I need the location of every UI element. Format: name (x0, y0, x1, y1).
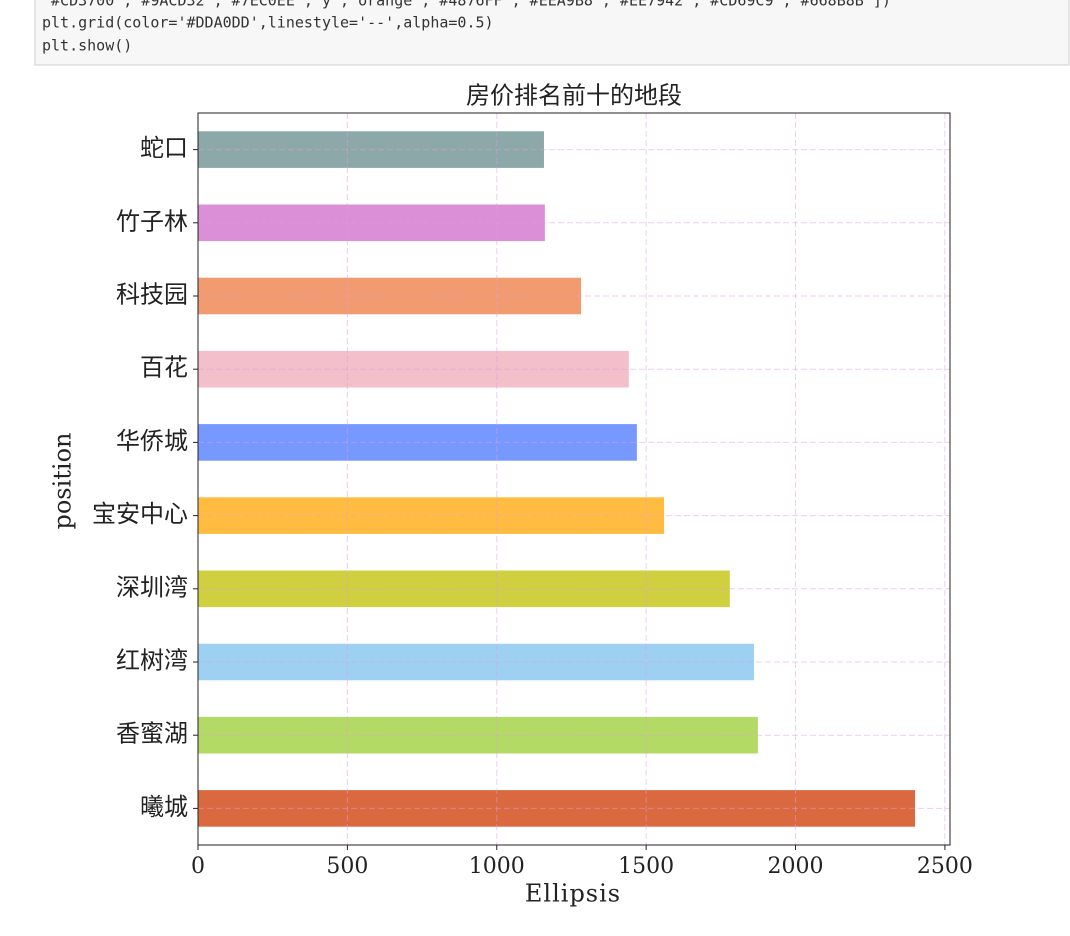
bar (198, 350, 629, 388)
y-tick-label: 宝安中心 (92, 500, 188, 528)
y-tick-label: 曦城 (140, 793, 188, 821)
chart-title: 房价排名前十的地段 (466, 82, 682, 110)
code-line: plt.show() (42, 37, 132, 55)
code-line: '#CD3700','#9ACD32','#7EC0EE','y','orang… (42, 0, 891, 10)
y-tick-label: 深圳湾 (116, 573, 188, 601)
x-tick-label: 1000 (469, 854, 525, 879)
code-cell[interactable] (34, 0, 1070, 66)
x-axis-label: Ellipsis (525, 880, 621, 908)
x-tick-label: 500 (326, 854, 368, 879)
y-tick-label: 竹子林 (116, 207, 188, 235)
x-tick-label: 2500 (917, 854, 973, 879)
y-tick-label: 百花 (140, 354, 188, 382)
plot-frame (197, 112, 951, 846)
y-tick-label: 华侨城 (116, 427, 188, 455)
y-tick-label: 红树湾 (116, 647, 188, 675)
y-tick-label: 蛇口 (140, 134, 188, 162)
bar (198, 790, 916, 827)
y-tick-label: 香蜜湖 (116, 720, 188, 748)
code-line: plt.grid(color='#DDA0DD',linestyle='--',… (42, 14, 494, 32)
y-tick-label: 科技园 (116, 281, 188, 309)
x-tick-label: 1500 (618, 854, 674, 879)
x-tick-label: 0 (191, 854, 205, 879)
y-axis-label: position (49, 432, 77, 529)
x-tick-label: 2000 (768, 854, 824, 879)
